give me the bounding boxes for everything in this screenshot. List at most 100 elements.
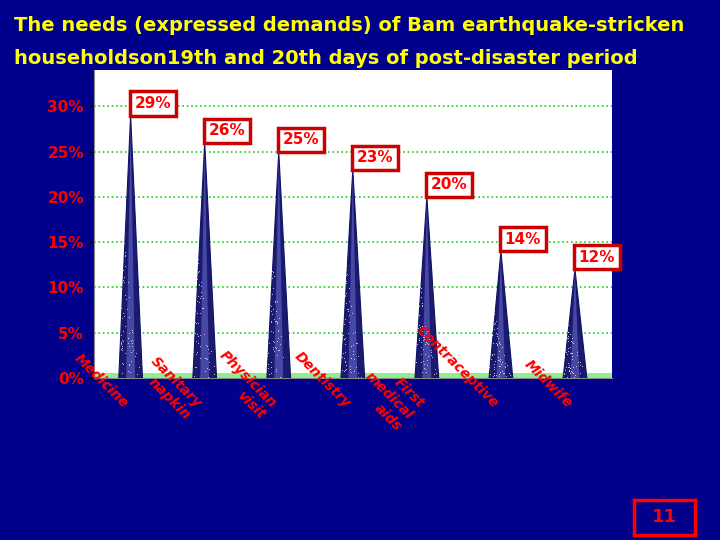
Point <box>562 347 573 355</box>
Point <box>120 295 132 303</box>
Point <box>562 363 574 372</box>
Point <box>496 358 508 367</box>
Point <box>355 373 366 381</box>
Point <box>413 279 424 288</box>
Point <box>341 364 352 373</box>
Point <box>261 182 273 191</box>
Text: 20%: 20% <box>431 178 467 192</box>
Point <box>567 338 578 347</box>
Text: 12%: 12% <box>579 250 615 265</box>
Point <box>114 233 125 241</box>
Point <box>559 328 570 337</box>
Point <box>346 341 357 350</box>
Point <box>192 308 203 317</box>
Point <box>338 252 349 261</box>
Point <box>492 334 504 342</box>
Point <box>561 309 572 318</box>
Point <box>493 347 505 355</box>
Point <box>340 288 351 297</box>
Point <box>413 310 425 319</box>
Point <box>411 268 423 277</box>
Point <box>418 335 430 343</box>
Point <box>188 319 199 327</box>
Point <box>261 172 273 180</box>
Point <box>567 339 578 347</box>
Point <box>339 366 351 374</box>
Point <box>191 363 202 372</box>
Point <box>123 329 135 338</box>
Point <box>115 251 127 260</box>
Point <box>194 354 205 362</box>
Point <box>261 268 273 277</box>
Point <box>123 360 135 368</box>
Point <box>417 321 428 330</box>
Point <box>490 357 501 366</box>
Text: Medicine: Medicine <box>71 351 130 410</box>
Point <box>570 362 582 370</box>
Point <box>337 295 348 304</box>
Point <box>490 317 501 326</box>
Point <box>193 279 204 288</box>
Point <box>191 235 202 244</box>
Point <box>113 148 125 157</box>
Point <box>415 343 427 352</box>
Point <box>192 258 204 267</box>
Point <box>497 369 508 377</box>
Point <box>426 348 437 357</box>
Point <box>563 367 575 375</box>
Point <box>189 243 200 252</box>
Point <box>562 327 574 336</box>
Point <box>418 333 429 341</box>
Point <box>409 271 420 279</box>
Point <box>203 358 215 367</box>
Point <box>486 350 498 359</box>
Point <box>113 196 125 205</box>
Point <box>413 335 425 344</box>
Point <box>189 246 200 255</box>
Point <box>562 334 573 342</box>
Point <box>410 319 422 328</box>
Point <box>113 218 125 226</box>
Point <box>190 235 202 244</box>
Point <box>205 347 217 355</box>
Point <box>412 302 423 310</box>
Point <box>261 318 273 327</box>
Point <box>559 300 570 308</box>
Point <box>336 335 348 343</box>
Point <box>420 349 431 358</box>
Point <box>413 329 425 338</box>
Point <box>269 315 280 323</box>
Point <box>348 355 360 363</box>
Point <box>264 282 276 291</box>
Point <box>418 345 429 353</box>
Text: 29%: 29% <box>135 96 171 111</box>
Point <box>337 255 348 264</box>
Point <box>261 183 273 191</box>
Point <box>346 302 357 310</box>
Point <box>189 328 201 337</box>
Point <box>269 296 281 305</box>
Point <box>414 336 426 345</box>
Point <box>561 316 572 325</box>
Point <box>261 285 273 293</box>
Point <box>116 225 127 234</box>
Point <box>500 362 511 371</box>
Point <box>428 369 440 378</box>
Point <box>347 349 359 358</box>
Point <box>412 300 423 308</box>
Point <box>484 272 495 280</box>
Point <box>199 367 210 375</box>
Point <box>117 360 129 369</box>
Point <box>490 338 502 347</box>
Point <box>191 261 202 270</box>
Point <box>488 362 500 371</box>
Point <box>120 252 131 261</box>
Point <box>274 339 286 348</box>
Point <box>202 355 213 363</box>
Point <box>496 367 508 376</box>
Point <box>122 339 134 348</box>
Point <box>557 279 569 288</box>
Point <box>564 360 575 369</box>
Point <box>343 361 355 370</box>
Point <box>429 364 441 373</box>
